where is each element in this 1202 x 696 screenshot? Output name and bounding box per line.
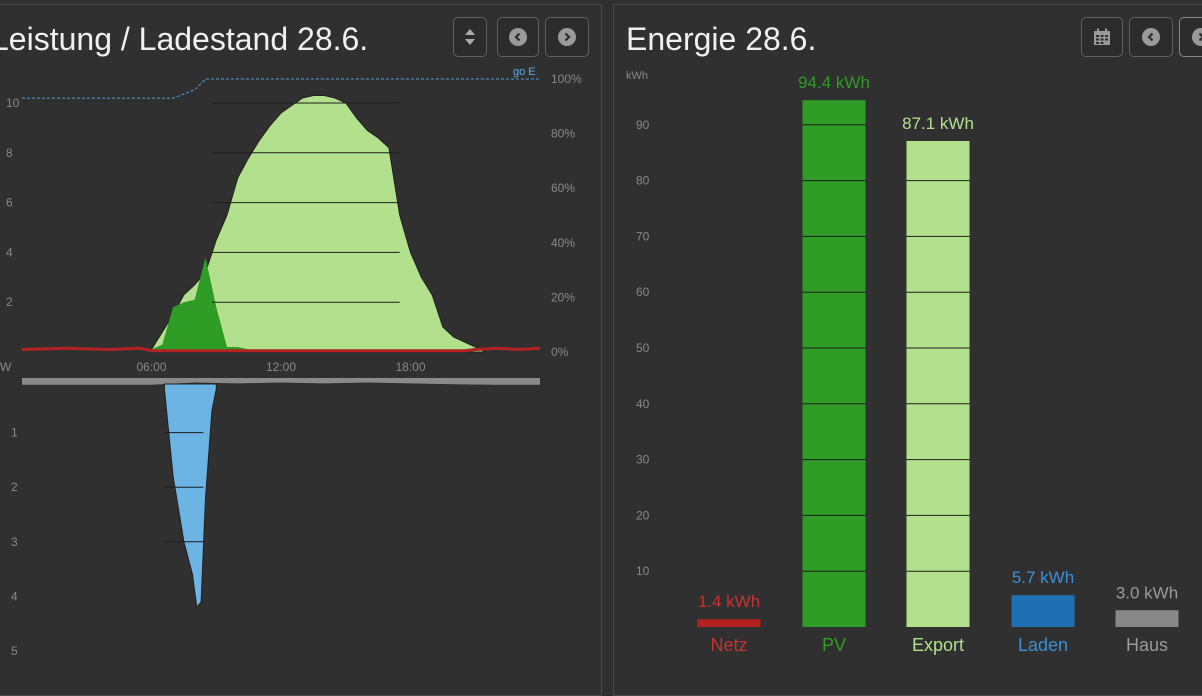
power-chart: 2 4 6 8 10 0% 20% 40% 60% 80% 100% 1 2 3 4 5 06:00 12:… — [0, 66, 582, 658]
previous-day-button[interactable] — [497, 17, 539, 57]
y2-tick-label: 80% — [551, 127, 575, 141]
chevron-right-icon — [1192, 28, 1202, 46]
category-label: Netz — [710, 635, 747, 655]
category-label: Export — [912, 635, 964, 655]
y2-tick-label: 20% — [551, 290, 575, 304]
sort-icon — [465, 29, 475, 45]
y-tick-label: 4 — [11, 589, 18, 603]
energy-chart: kWh 10 20 30 40 50 60 70 80 90 1.4 kWh Netz 94.4 k… — [626, 70, 1179, 655]
panel-title: Energie 28.6. — [626, 21, 817, 57]
calendar-icon — [1094, 28, 1110, 45]
bar-value-label: 3.0 kWh — [1116, 583, 1178, 602]
series-area-haus — [22, 378, 540, 385]
y-tick-label: 30 — [636, 453, 650, 467]
y-tick-label: 90 — [636, 118, 650, 132]
category-label: Laden — [1018, 635, 1068, 655]
next-day-button[interactable] — [545, 17, 589, 57]
y-tick-label: 4 — [6, 245, 13, 259]
x-tick-label: 06:00 — [136, 360, 166, 374]
y-tick-label: 8 — [6, 146, 13, 160]
y-tick-label: 2 — [11, 480, 18, 494]
chevron-left-icon — [509, 28, 527, 46]
y2-tick-label: 60% — [551, 181, 575, 195]
y-tick-label: 1 — [11, 426, 18, 440]
bar-value-label: 94.4 kWh — [798, 73, 870, 92]
y-tick-label: 50 — [636, 341, 650, 355]
bar-laden — [1011, 595, 1075, 627]
bar-export — [906, 140, 970, 627]
bar-value-label: 5.7 kWh — [1012, 568, 1074, 587]
y-unit-label: W — [0, 360, 12, 374]
sort-button[interactable] — [453, 17, 487, 57]
bar-value-label: 87.1 kWh — [902, 114, 974, 133]
y-axis-label: kWh — [626, 70, 648, 82]
y-tick-label: 10 — [6, 96, 20, 110]
bar-netz — [697, 619, 761, 627]
series-line-netz — [21, 346, 541, 353]
soc-series-label: go E — [513, 66, 536, 78]
panel-title: Leistung / Ladestand 28.6. — [0, 21, 369, 57]
bar-pv — [802, 100, 866, 628]
y2-tick-label: 0% — [551, 345, 569, 359]
bar-value-label: 1.4 kWh — [698, 592, 760, 611]
chevron-right-icon — [558, 28, 576, 46]
y-tick-label: 70 — [636, 229, 650, 243]
y-tick-label: 60 — [636, 285, 650, 299]
y-tick-label: 6 — [6, 196, 13, 210]
calendar-button[interactable] — [1081, 17, 1123, 57]
y-tick-label: 20 — [636, 508, 650, 522]
category-label: PV — [822, 635, 846, 655]
previous-day-button[interactable] — [1129, 17, 1173, 57]
y2-tick-label: 40% — [551, 236, 575, 250]
category-label: Haus — [1126, 635, 1168, 655]
y-tick-label: 80 — [636, 174, 650, 188]
y-tick-label: 10 — [636, 564, 650, 578]
y-tick-label: 2 — [6, 295, 13, 309]
y-tick-label: 3 — [11, 535, 18, 549]
x-tick-label: 18:00 — [395, 360, 425, 374]
series-area-pv — [151, 257, 465, 352]
x-tick-label: 12:00 — [266, 360, 296, 374]
y2-tick-label: 100% — [551, 72, 582, 86]
next-day-button[interactable] — [1179, 17, 1202, 57]
bar-haus — [1115, 610, 1179, 627]
y-tick-label: 40 — [636, 397, 650, 411]
y-tick-label: 5 — [11, 644, 18, 658]
series-area-laden — [163, 383, 217, 609]
series-line-soc — [22, 78, 540, 99]
chevron-left-icon — [1142, 28, 1160, 46]
